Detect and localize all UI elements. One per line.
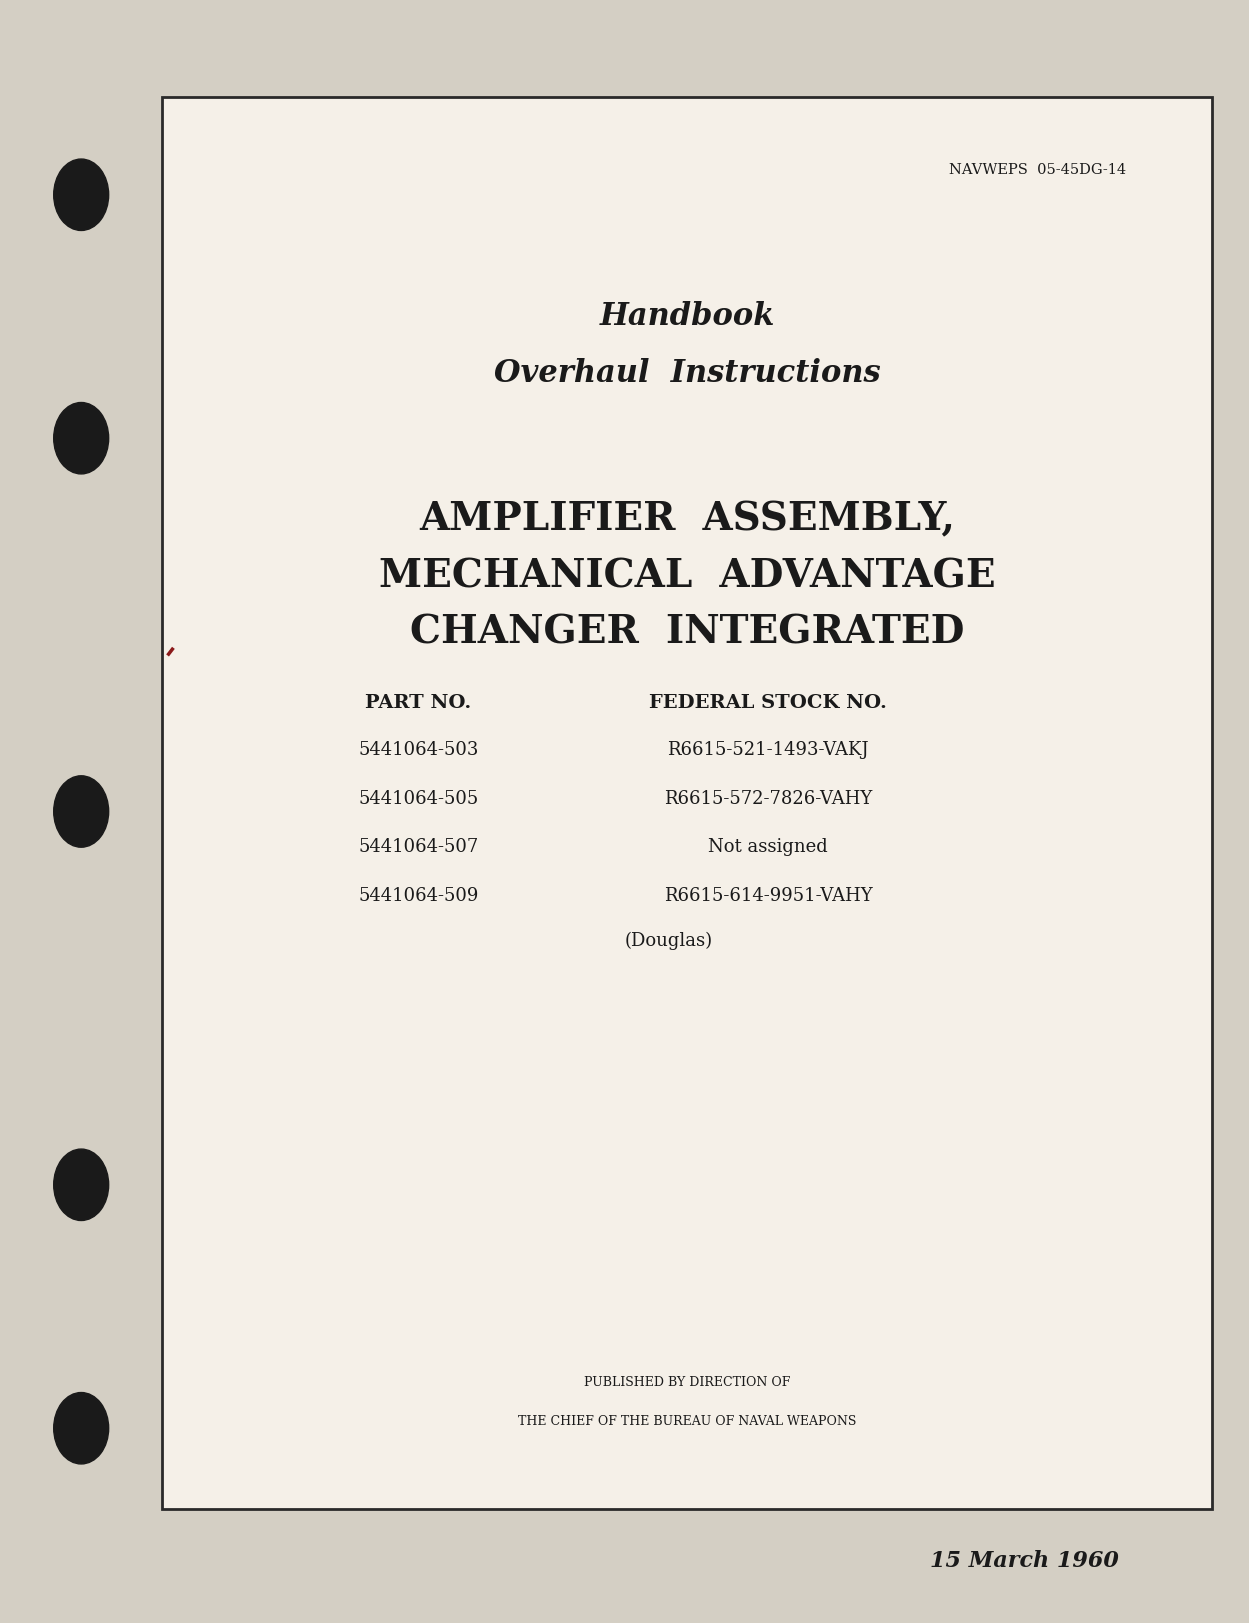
Text: AMPLIFIER  ASSEMBLY,: AMPLIFIER ASSEMBLY, (418, 500, 955, 539)
Circle shape (54, 403, 109, 474)
Text: 5441064-507: 5441064-507 (358, 837, 478, 857)
Circle shape (54, 776, 109, 847)
Circle shape (54, 1393, 109, 1464)
Text: Overhaul  Instructions: Overhaul Instructions (493, 357, 881, 390)
Text: NAVWEPS  05-45DG-14: NAVWEPS 05-45DG-14 (949, 164, 1127, 177)
Text: Handbook: Handbook (600, 300, 774, 333)
Text: FEDERAL STOCK NO.: FEDERAL STOCK NO. (649, 693, 887, 712)
Text: THE CHIEF OF THE BUREAU OF NAVAL WEAPONS: THE CHIEF OF THE BUREAU OF NAVAL WEAPONS (518, 1415, 856, 1428)
Text: 15 March 1960: 15 March 1960 (929, 1550, 1119, 1573)
Text: 5441064-505: 5441064-505 (358, 789, 478, 808)
Text: 5441064-503: 5441064-503 (358, 740, 478, 760)
Text: CHANGER  INTEGRATED: CHANGER INTEGRATED (410, 613, 964, 652)
Text: (Douglas): (Douglas) (624, 932, 712, 951)
Text: R6615-521-1493-VAKJ: R6615-521-1493-VAKJ (667, 740, 869, 760)
Text: PART NO.: PART NO. (365, 693, 472, 712)
Text: Not assigned: Not assigned (708, 837, 828, 857)
Circle shape (54, 159, 109, 230)
Text: R6615-614-9951-VAHY: R6615-614-9951-VAHY (663, 886, 873, 906)
Text: PUBLISHED BY DIRECTION OF: PUBLISHED BY DIRECTION OF (583, 1376, 791, 1389)
Text: R6615-572-7826-VAHY: R6615-572-7826-VAHY (664, 789, 872, 808)
Circle shape (54, 1149, 109, 1220)
Text: MECHANICAL  ADVANTAGE: MECHANICAL ADVANTAGE (378, 557, 995, 596)
Text: 5441064-509: 5441064-509 (358, 886, 478, 906)
Bar (162, 97, 1212, 1509)
